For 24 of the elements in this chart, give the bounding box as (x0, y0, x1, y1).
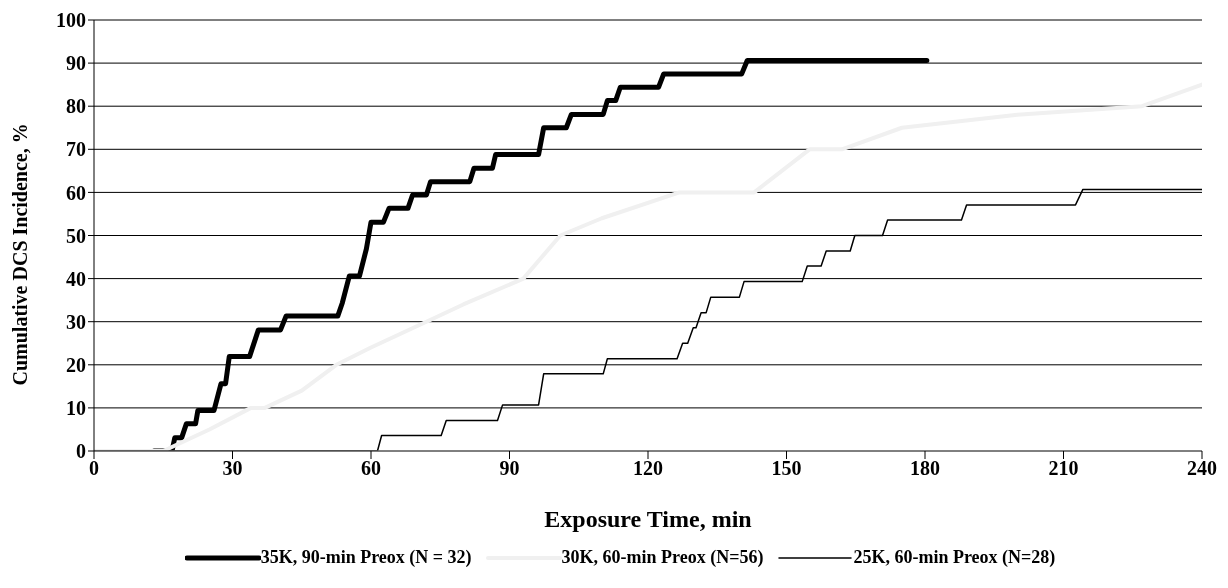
x-tick-label: 120 (633, 457, 663, 480)
y-tick-label: 20 (66, 353, 86, 376)
y-tick-label: 40 (66, 267, 86, 290)
y-tick-label: 70 (66, 138, 86, 161)
legend-label: 30K, 60-min Preox (N=56) (561, 547, 764, 568)
x-tick-label: 180 (910, 457, 940, 480)
x-axis-title: Exposure Time, min (544, 506, 752, 532)
y-tick-label: 90 (66, 52, 86, 75)
x-tick-label: 240 (1187, 457, 1217, 480)
x-tick-label: 150 (771, 457, 802, 480)
y-tick-label: 80 (66, 95, 86, 118)
legend-label: 35K, 90-min Preox (N = 32) (260, 547, 472, 568)
y-tick-label: 30 (66, 310, 86, 333)
y-tick-label: 100 (56, 9, 86, 32)
y-tick-label: 10 (66, 397, 86, 419)
y-tick-label: 60 (66, 181, 86, 204)
x-tick-label: 90 (499, 457, 520, 480)
y-tick-label: 50 (66, 224, 86, 247)
x-tick-label: 60 (361, 457, 381, 480)
y-tick-label: 0 (76, 440, 86, 463)
x-tick-label: 210 (1048, 457, 1079, 480)
legend-label: 25K, 60-min Preox (N=28) (853, 547, 1056, 568)
x-tick-label: 30 (222, 457, 243, 480)
y-axis-title: Cumulative DCS Incidence, % (9, 123, 32, 386)
